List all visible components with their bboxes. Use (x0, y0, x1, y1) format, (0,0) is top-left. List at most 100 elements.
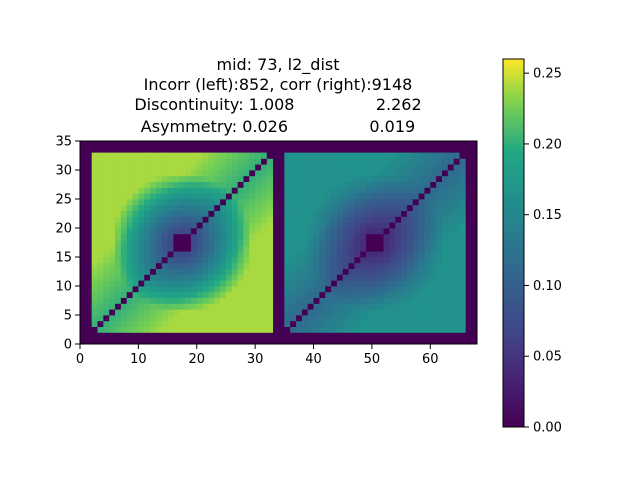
heatmap-cell (173, 193, 180, 200)
heatmap-cell (366, 291, 373, 298)
heatmap-cell (395, 245, 402, 252)
heatmap-cell (173, 320, 180, 327)
heatmap-cell (214, 251, 221, 258)
heatmap-cell (430, 164, 437, 171)
heatmap-cell (418, 257, 425, 264)
heatmap-cell (266, 193, 274, 200)
heatmap-cell (360, 164, 367, 171)
heatmap-cell (120, 193, 128, 200)
heatmap-cell (91, 210, 98, 217)
heatmap-cell (325, 286, 332, 293)
heatmap-cell (155, 175, 163, 182)
heatmap-cell (319, 170, 326, 177)
heatmap-cell (331, 262, 338, 269)
heatmap-cell (406, 303, 414, 310)
heatmap-cell (173, 326, 180, 333)
title-line-3: Discontinuity: 1.008 2.262 (134, 95, 421, 114)
heatmap-cell (395, 286, 402, 293)
heatmap-cell (173, 164, 180, 171)
heatmap-cell (126, 257, 133, 264)
heatmap-cell (185, 193, 192, 200)
heatmap-cell (231, 303, 239, 310)
heatmap-cell (436, 280, 443, 287)
heatmap-cell (296, 193, 303, 200)
heatmap-cell (342, 257, 349, 264)
heatmap-cell (103, 199, 110, 206)
heatmap-cell (354, 303, 361, 310)
heatmap-cell (290, 222, 297, 229)
heatmap-cell (103, 228, 110, 235)
heatmap-cell (371, 297, 379, 304)
heatmap-cell (319, 233, 326, 240)
heatmap-cell (249, 262, 256, 269)
heatmap-cell (167, 286, 174, 293)
heatmap-cell (167, 245, 174, 252)
heatmap-cell (377, 181, 384, 188)
heatmap-cell (371, 315, 379, 322)
heatmap-cell (319, 222, 326, 229)
heatmap-cell (307, 262, 314, 269)
heatmap-cell (103, 158, 110, 165)
heatmap-cell (115, 297, 122, 304)
heatmap-cell (459, 152, 466, 159)
heatmap-cell (342, 320, 349, 327)
heatmap-cell (126, 297, 133, 304)
heatmap-cell (155, 181, 163, 188)
heatmap-cell (430, 315, 437, 322)
heatmap-cell (336, 158, 344, 165)
heatmap-cell (319, 291, 326, 298)
heatmap-image (80, 141, 477, 344)
heatmap-cell (161, 280, 168, 287)
heatmap-cell (155, 228, 163, 235)
heatmap-cell (447, 251, 455, 258)
heatmap-cell (103, 204, 110, 211)
heatmap-cell (243, 315, 250, 322)
heatmap-cell (173, 239, 180, 246)
heatmap-cell (441, 303, 449, 310)
heatmap-cell (307, 164, 314, 171)
heatmap-cell (366, 257, 373, 264)
heatmap-cell (97, 274, 104, 281)
heatmap-cell (424, 216, 431, 223)
heatmap-cell (313, 239, 320, 246)
heatmap-cell (307, 216, 314, 223)
heatmap-cell (126, 228, 133, 235)
heatmap-cell (418, 164, 425, 171)
heatmap-cell (249, 199, 256, 206)
heatmap-cell (225, 233, 233, 240)
heatmap-cell (284, 193, 291, 200)
heatmap-cell (395, 222, 402, 229)
heatmap-cell (342, 245, 349, 252)
heatmap-cell (103, 193, 110, 200)
heatmap-cell (424, 233, 431, 240)
heatmap-cell (255, 193, 262, 200)
heatmap-cell (412, 315, 420, 322)
heatmap-cell (185, 216, 192, 223)
heatmap-cell (103, 274, 110, 281)
heatmap-cell (331, 181, 338, 188)
heatmap-cell (284, 315, 291, 322)
heatmap-cell (126, 326, 133, 333)
heatmap-cell (354, 175, 361, 182)
heatmap-cell (366, 315, 373, 322)
heatmap-cell (255, 274, 262, 281)
heatmap-cell (190, 175, 198, 182)
heatmap-cell (231, 175, 239, 182)
heatmap-cell (126, 268, 133, 275)
heatmap-cell (296, 286, 303, 293)
heatmap-cell (453, 204, 460, 211)
heatmap-cell (231, 158, 239, 165)
heatmap-cell (243, 152, 250, 159)
heatmap-cell (173, 251, 180, 258)
heatmap-cell (132, 170, 139, 177)
heatmap-cell (424, 315, 431, 322)
heatmap-cell (290, 291, 297, 298)
heatmap-cell (155, 326, 163, 333)
heatmap-cell (185, 280, 192, 287)
heatmap-cell (301, 228, 309, 235)
heatmap-cell (284, 262, 291, 269)
heatmap-cell (307, 286, 314, 293)
heatmap-cell (366, 245, 373, 252)
heatmap-cell (424, 326, 431, 333)
